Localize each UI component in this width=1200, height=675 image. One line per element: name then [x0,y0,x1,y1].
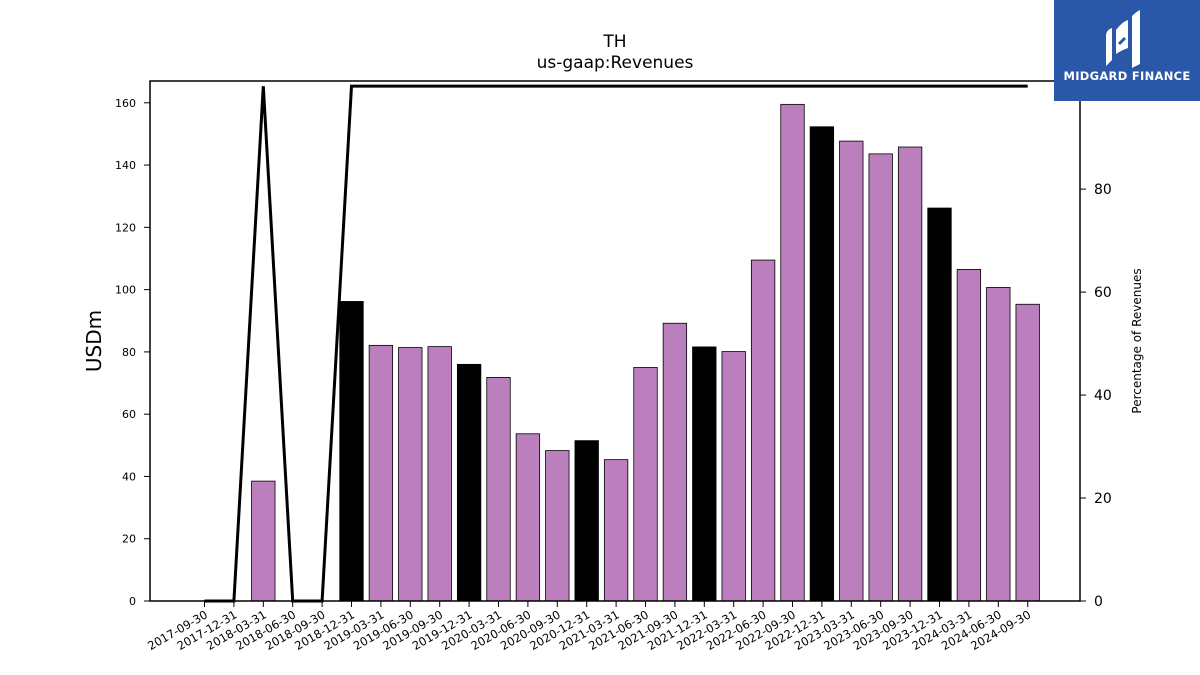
chart-subtitle: us-gaap:Revenues [536,53,694,73]
bar-2022-03-31 [721,351,746,602]
y-tick-label: 60 [122,408,136,421]
bar-series [251,103,1040,602]
x-axis: 2017-09-302017-12-312018-03-312018-06-30… [145,601,1033,653]
bar-2021-03-31 [603,459,629,602]
y-tick-label: 20 [122,533,136,546]
bar-2020-09-30 [545,450,570,602]
bar-2020-03-31 [486,377,511,602]
bar-2018-12-31 [339,301,364,602]
right-y-axis-label: Percentage of Revenues [1130,268,1144,413]
midgard-finance-logo: MIDGARD FINANCE [1054,0,1200,101]
bar-2019-03-31 [368,344,394,602]
y-tick-label: 120 [115,221,136,234]
bar-2019-06-30 [398,347,423,602]
y2-tick-label: 80 [1094,182,1112,198]
bar-2023-03-31 [839,140,864,602]
bar-2024-09-30 [1015,303,1040,602]
bar-2024-06-30 [986,287,1011,602]
bar-2022-06-30 [750,259,776,602]
logo-text: MIDGARD FINANCE [1063,69,1191,83]
y2-tick-label: 0 [1094,594,1103,610]
plot-frame [149,80,1081,602]
bar-2023-06-30 [868,153,893,602]
bar-2021-12-31 [692,346,717,602]
y-axis-label: USDm [82,310,106,372]
y-tick-label: 160 [115,97,136,110]
bar-2021-09-30 [662,322,688,602]
y2-tick-label: 40 [1094,388,1112,404]
y2-tick-label: 20 [1094,491,1112,507]
bar-2019-09-30 [427,346,452,602]
chart-title: TH [603,32,627,52]
bar-2020-06-30 [515,433,541,602]
bar-2022-12-31 [809,126,835,602]
left-y-axis: 0 20 40 60 80 100 120 140 160 [115,97,150,608]
bar-2020-12-31 [574,440,599,602]
bar-2023-12-31 [927,207,952,602]
bar-2023-09-30 [897,146,923,602]
logo-mark-icon [1106,10,1140,68]
y-tick-label: 80 [122,346,136,359]
bar-2019-12-31 [456,363,482,602]
y-tick-label: 100 [115,284,136,297]
y2-tick-label: 60 [1094,285,1112,301]
bar-2018-03-31 [251,480,276,602]
y-tick-label: 140 [115,159,136,172]
y-tick-label: 40 [122,470,136,483]
bar-2021-06-30 [633,367,658,602]
percentage-line-series [204,84,1028,603]
y-tick-label: 0 [129,595,136,608]
bar-2022-09-30 [780,103,805,602]
percentage-line [204,84,1028,603]
bar-2024-03-31 [956,268,982,602]
